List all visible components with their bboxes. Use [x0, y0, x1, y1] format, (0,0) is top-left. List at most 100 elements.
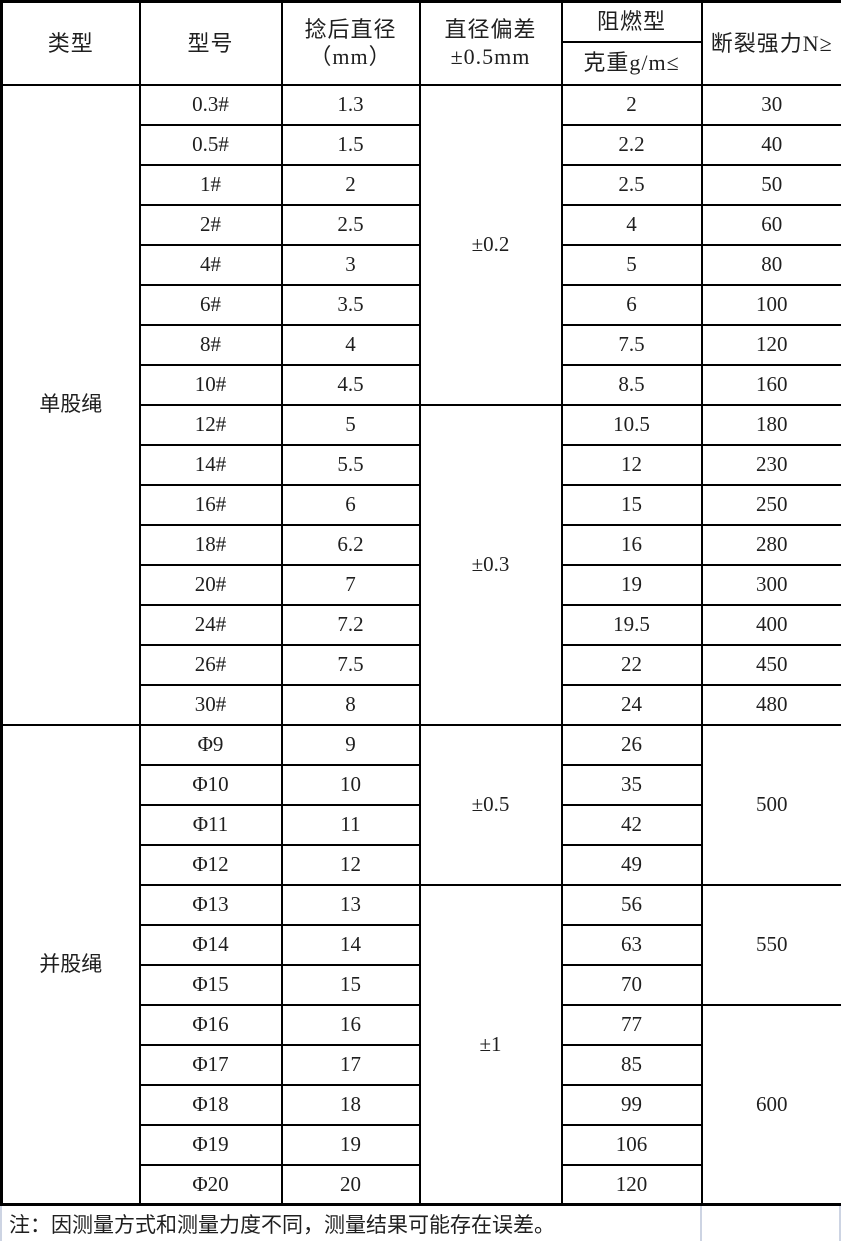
body-row: Φ11 11 42: [2, 803, 841, 846]
body-cell: Φ11: [138, 803, 283, 846]
body-cell: Φ10: [138, 763, 283, 806]
body-cell: 106: [560, 1123, 703, 1166]
body-row: Φ13 13 ±1 56 550: [2, 883, 841, 1206]
body-cell: 6.2: [280, 523, 421, 566]
body-cell: 10#: [138, 363, 283, 406]
header-row: 克重g/m≤: [2, 40, 841, 86]
body-cell: 300: [700, 563, 841, 606]
body-cell: 2: [560, 83, 703, 126]
body-cell: Φ13: [138, 883, 283, 926]
body-cell: 30#: [138, 683, 283, 726]
header-cell: 断裂强力N≥: [700, 0, 841, 86]
body-cell: 16#: [138, 483, 283, 526]
body-row: Φ17 17 85: [2, 1043, 841, 1086]
body-cell: 7.5: [560, 323, 703, 366]
body-cell: 2#: [138, 203, 283, 246]
body-row: Φ19 19 106: [2, 1123, 841, 1166]
body-cell: 12: [560, 443, 703, 486]
body-cell: 16: [280, 1003, 421, 1046]
header-cell: 类型: [0, 0, 141, 86]
body-cell: 19: [560, 563, 703, 606]
body-cell: 180: [700, 403, 841, 446]
body-cell: Φ15: [138, 963, 283, 1006]
body-cell: ±0.2: [418, 83, 563, 406]
body-cell: 8: [280, 683, 421, 726]
body-cell: Φ16: [138, 1003, 283, 1046]
body-cell: 4.5: [280, 363, 421, 406]
body-cell: 12#: [138, 403, 283, 446]
body-cell: 并股绳: [0, 723, 141, 1206]
body-cell: 80: [700, 243, 841, 286]
header-cell: 克重g/m≤: [560, 40, 703, 86]
body-cell: 8#: [138, 323, 283, 366]
body-cell: 0.5#: [138, 123, 283, 166]
body-cell: 12: [280, 843, 421, 886]
body-cell: 400: [700, 603, 841, 646]
body-cell: 20: [280, 1163, 421, 1206]
body-cell: 10: [280, 763, 421, 806]
body-row: 30# 8 24 480: [2, 683, 841, 726]
header-cell: 捻后直径 （mm）: [280, 0, 421, 86]
body-cell: 24#: [138, 603, 283, 646]
body-cell: 8.5: [560, 363, 703, 406]
body-cell: 160: [700, 363, 841, 406]
body-cell: 230: [700, 443, 841, 486]
body-cell: 20#: [138, 563, 283, 606]
body-cell: 85: [560, 1043, 703, 1086]
body-cell: 24: [560, 683, 703, 726]
body-cell: Φ9: [138, 723, 283, 766]
body-cell: 7.2: [280, 603, 421, 646]
body-cell: 42: [560, 803, 703, 846]
body-cell: 3: [280, 243, 421, 286]
body-cell: 4: [560, 203, 703, 246]
body-cell: 99: [560, 1083, 703, 1126]
body-cell: 40: [700, 123, 841, 166]
table-header: 类型 型号 捻后直径 （mm） 直径偏差 ±0.5mm 阻燃型 断裂强力N≥ 克重g/m≤: [0, 0, 841, 86]
body-cell: 56: [560, 883, 703, 926]
body-cell: 120: [700, 323, 841, 366]
body-row: 24# 7.2 19.5 400: [2, 603, 841, 646]
rope-spec-table: 类型 型号 捻后直径 （mm） 直径偏差 ±0.5mm 阻燃型 断裂强力N≥ 克重g/m≤ …: [0, 0, 841, 1206]
body-cell: 30: [700, 83, 841, 126]
body-cell: ±0.5: [418, 723, 563, 886]
body-cell: 26#: [138, 643, 283, 686]
body-cell: 10.5: [560, 403, 703, 446]
body-cell: 5: [560, 243, 703, 286]
body-cell: 450: [700, 643, 841, 686]
body-cell: 单股绳: [0, 83, 141, 726]
body-cell: 49: [560, 843, 703, 886]
body-cell: 120: [560, 1163, 703, 1206]
body-row: 12# 5 ±0.3 10.5 180: [2, 403, 841, 726]
body-cell: 19: [280, 1123, 421, 1166]
body-cell: Φ18: [138, 1083, 283, 1126]
body-row: Φ20 20 120: [2, 1163, 841, 1206]
body-cell: 5.5: [280, 443, 421, 486]
body-cell: 14#: [138, 443, 283, 486]
body-cell: 35: [560, 763, 703, 806]
body-cell: ±1: [418, 883, 563, 1206]
body-cell: 480: [700, 683, 841, 726]
body-row: 20# 7 19 300: [2, 563, 841, 606]
body-cell: 11: [280, 803, 421, 846]
body-cell: 2.5: [560, 163, 703, 206]
body-cell: 18: [280, 1083, 421, 1126]
body-row: Φ16 16 77 600: [2, 1003, 841, 1206]
body-cell: 5: [280, 403, 421, 446]
body-cell: Φ14: [138, 923, 283, 966]
body-row: 0.5# 1.5 2.2 40: [2, 123, 841, 166]
footnote-empty-cell: [702, 1206, 839, 1241]
body-cell: 63: [560, 923, 703, 966]
body-cell: 14: [280, 923, 421, 966]
body-row: Φ15 15 70: [2, 963, 841, 1006]
body-cell: 26: [560, 723, 703, 766]
body-cell: 1#: [138, 163, 283, 206]
body-row: Φ18 18 99: [2, 1083, 841, 1126]
body-cell: 15: [560, 483, 703, 526]
body-cell: 7.5: [280, 643, 421, 686]
body-cell: 4#: [138, 243, 283, 286]
body-cell: 6#: [138, 283, 283, 326]
body-cell: 13: [280, 883, 421, 926]
footnote-row: 注：因测量方式和测量力度不同，测量结果可能存在误差。: [0, 1206, 841, 1241]
table-body: 单股绳 0.3# 1.3 ±0.2 2 30 0.5# 1.5 2.2 40 1# 2 2.5 50 2# 2…: [0, 83, 841, 1206]
body-row: 1# 2 2.5 50: [2, 163, 841, 206]
